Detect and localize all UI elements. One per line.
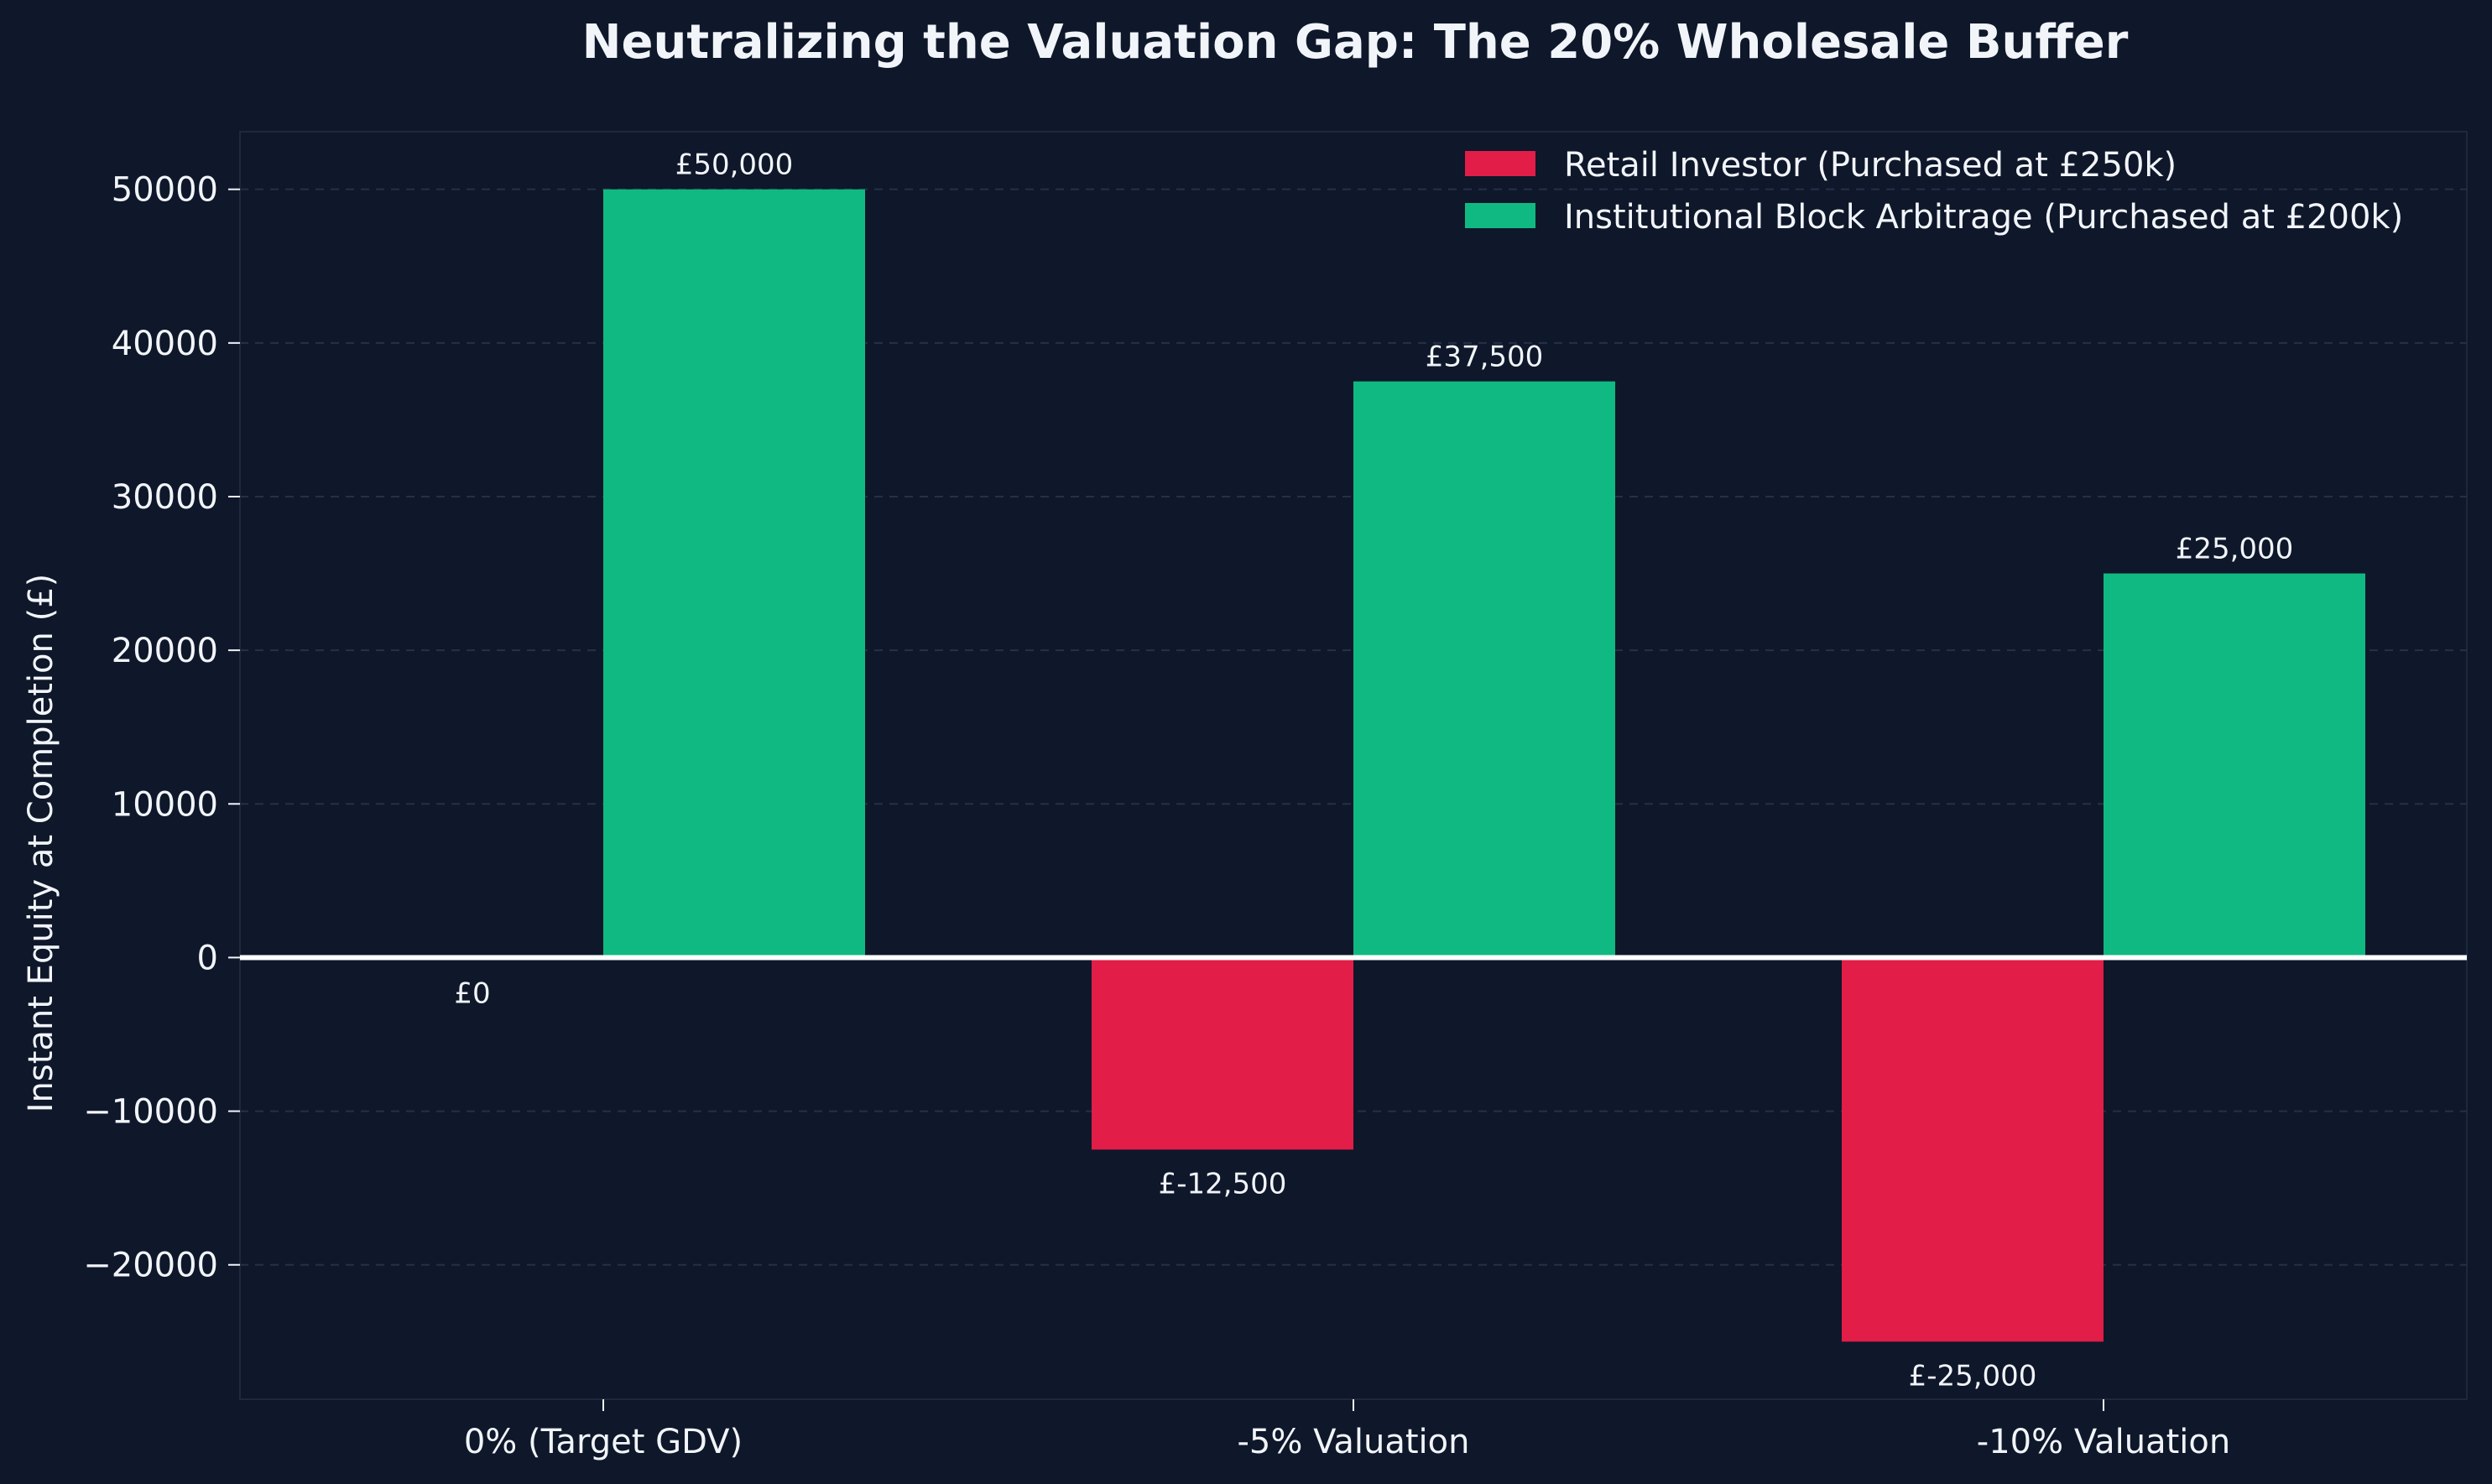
legend-label: Retail Investor (Purchased at £250k) [1564, 146, 2177, 185]
bar-value-label: £0 [454, 976, 490, 1010]
legend-swatch [1465, 203, 1535, 228]
x-tick-label: -10% Valuation [1977, 1423, 2230, 1461]
bar-value-label: £25,000 [2176, 533, 2294, 566]
institutional-bar [603, 189, 865, 958]
y-axis-label: Instant Equity at Completion (£) [22, 574, 60, 1113]
bar-value-label: £37,500 [1426, 341, 1544, 374]
retail-bar [1092, 957, 1353, 1150]
bar-value-label: £50,000 [675, 148, 794, 182]
chart-title: Neutralizing the Valuation Gap: The 20% … [582, 15, 2129, 70]
plot-area: −20000 −10000 0 10000 20000 30000 40000 50000 £0… [83, 131, 2468, 1461]
y-tick-label: 0 [197, 939, 218, 977]
y-tick-label: −20000 [83, 1247, 218, 1285]
y-tick-label: 50000 [112, 171, 218, 210]
y-tick-label: 30000 [112, 478, 218, 517]
y-tick-label: −10000 [83, 1093, 218, 1132]
bar-value-label: £-12,500 [1159, 1167, 1287, 1200]
y-tick-label: 10000 [112, 785, 218, 824]
retail-bar [1842, 957, 2104, 1342]
x-tick-label: 0% (Target GDV) [464, 1423, 743, 1461]
legend: Retail Investor (Purchased at £250k) Inst… [1465, 146, 2403, 237]
x-tick-label: -5% Valuation [1238, 1423, 1470, 1461]
institutional-bar [1353, 381, 1615, 958]
legend-swatch [1465, 151, 1535, 176]
y-tick-label: 40000 [112, 325, 218, 363]
institutional-bar [2104, 573, 2365, 958]
legend-label: Institutional Block Arbitrage (Purchased… [1564, 198, 2403, 237]
y-tick-label: 20000 [112, 632, 218, 670]
bar-value-label: £-25,000 [1909, 1359, 2037, 1393]
